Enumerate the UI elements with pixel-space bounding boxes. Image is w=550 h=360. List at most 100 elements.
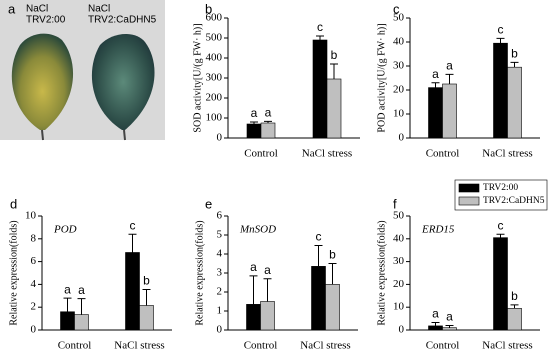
error-bar <box>250 121 258 124</box>
bar <box>428 87 443 139</box>
significance-letter: b <box>329 248 336 262</box>
y-tick-label: 50 <box>393 12 405 24</box>
x-tick-label: Control <box>244 340 278 352</box>
y-tick-label: 30 <box>393 60 405 72</box>
significance-letter: a <box>432 67 439 81</box>
bar <box>246 123 262 139</box>
bar <box>260 122 276 139</box>
significance-letter: c <box>498 23 504 37</box>
error-bar <box>263 278 272 302</box>
y-tick-label: 6 <box>31 255 37 267</box>
bar <box>493 237 508 331</box>
bar <box>493 42 508 139</box>
error-bar <box>77 298 86 315</box>
error-bar <box>314 244 323 267</box>
panel-label: b <box>205 1 212 16</box>
y-tick-label: 6 <box>217 210 223 222</box>
y-tick-label: 0 <box>31 324 37 336</box>
panel-label: e <box>205 196 212 211</box>
x-tick-label: Control <box>58 340 92 352</box>
y-tick-label: 10 <box>393 301 405 313</box>
significance-letter: a <box>265 106 272 120</box>
y-tick-label: 40 <box>393 232 405 244</box>
y-tick-label: 600 <box>206 12 223 24</box>
x-tick-label: Control <box>244 148 278 160</box>
bar <box>312 39 328 139</box>
significance-letter: a <box>432 307 439 321</box>
y-tick-label: 50 <box>393 210 405 222</box>
x-tick-label: NaCl stress <box>302 148 352 160</box>
significance-letter: a <box>64 282 71 296</box>
y-tick-label: 20 <box>393 278 405 290</box>
y-axis-label: SOD activity[U/(g FW· h)] <box>192 23 203 132</box>
error-bar <box>510 61 519 68</box>
x-tick-label: Control <box>426 340 460 352</box>
y-tick-label: 10 <box>25 210 37 222</box>
error-bar <box>316 35 324 40</box>
legend-label: TRV2:00 <box>483 183 518 193</box>
significance-letter: c <box>316 230 322 244</box>
error-bar <box>431 321 440 326</box>
caption: TRV2:CaDHN5 <box>88 15 157 26</box>
y-axis-label: Relative expression(folds) <box>8 220 19 325</box>
significance-letter: a <box>264 263 271 277</box>
bar <box>507 66 522 139</box>
error-bar <box>264 120 272 123</box>
y-tick-label: 40 <box>393 36 405 48</box>
leaf <box>91 34 155 131</box>
y-tick-label: 2 <box>217 286 223 298</box>
y-tick-label: 10 <box>393 108 405 120</box>
y-tick-label: 4 <box>217 248 223 260</box>
gene-label: ERD15 <box>421 224 455 236</box>
y-tick-label: 2 <box>31 301 37 313</box>
error-bar <box>496 37 505 44</box>
significance-letter: b <box>143 274 150 288</box>
error-bar <box>496 233 505 238</box>
y-tick-label: 1 <box>217 305 223 317</box>
bar <box>311 266 326 331</box>
error-bar <box>510 304 519 309</box>
bar <box>260 301 275 331</box>
significance-letter: c <box>498 218 504 232</box>
y-tick-label: 3 <box>217 267 223 279</box>
legend-swatch <box>458 196 480 206</box>
x-tick-label: NaCl stress <box>114 340 164 352</box>
error-bar <box>128 233 137 253</box>
y-tick-label: 5 <box>217 229 223 241</box>
error-bar <box>330 63 338 79</box>
stem <box>123 129 126 141</box>
y-tick-label: 400 <box>206 52 223 64</box>
y-tick-label: 4 <box>31 278 37 290</box>
error-bar <box>63 297 72 312</box>
leaf <box>11 33 74 131</box>
significance-letter: a <box>250 260 257 274</box>
error-bar <box>142 289 151 306</box>
bar <box>125 252 140 331</box>
y-tick-label: 300 <box>206 72 223 84</box>
significance-letter: a <box>78 283 85 297</box>
significance-letter: b <box>511 47 518 61</box>
significance-letter: a <box>446 310 453 324</box>
significance-letter: b <box>331 48 338 62</box>
gene-label: MnSOD <box>239 224 276 236</box>
y-tick-label: 0 <box>399 324 405 336</box>
x-tick-label: NaCl stress <box>482 148 532 160</box>
x-tick-label: Control <box>426 148 460 160</box>
error-bar <box>445 73 454 84</box>
bar <box>442 327 457 331</box>
y-axis-label: Relative expression(folds) <box>194 220 205 325</box>
caption: TRV2:00 <box>26 15 66 26</box>
bar <box>428 325 443 331</box>
y-tick-label: 200 <box>206 92 223 104</box>
significance-letter: a <box>251 106 258 120</box>
bar <box>442 83 457 139</box>
legend-swatch <box>458 183 480 193</box>
y-tick-label: 30 <box>393 255 405 267</box>
legend-label: TRV2:CaDHN5 <box>483 196 545 206</box>
bar <box>60 311 75 331</box>
significance-letter: b <box>511 289 518 303</box>
stem <box>41 129 44 141</box>
panel-label: f <box>393 196 397 211</box>
y-tick-label: 100 <box>206 112 223 124</box>
